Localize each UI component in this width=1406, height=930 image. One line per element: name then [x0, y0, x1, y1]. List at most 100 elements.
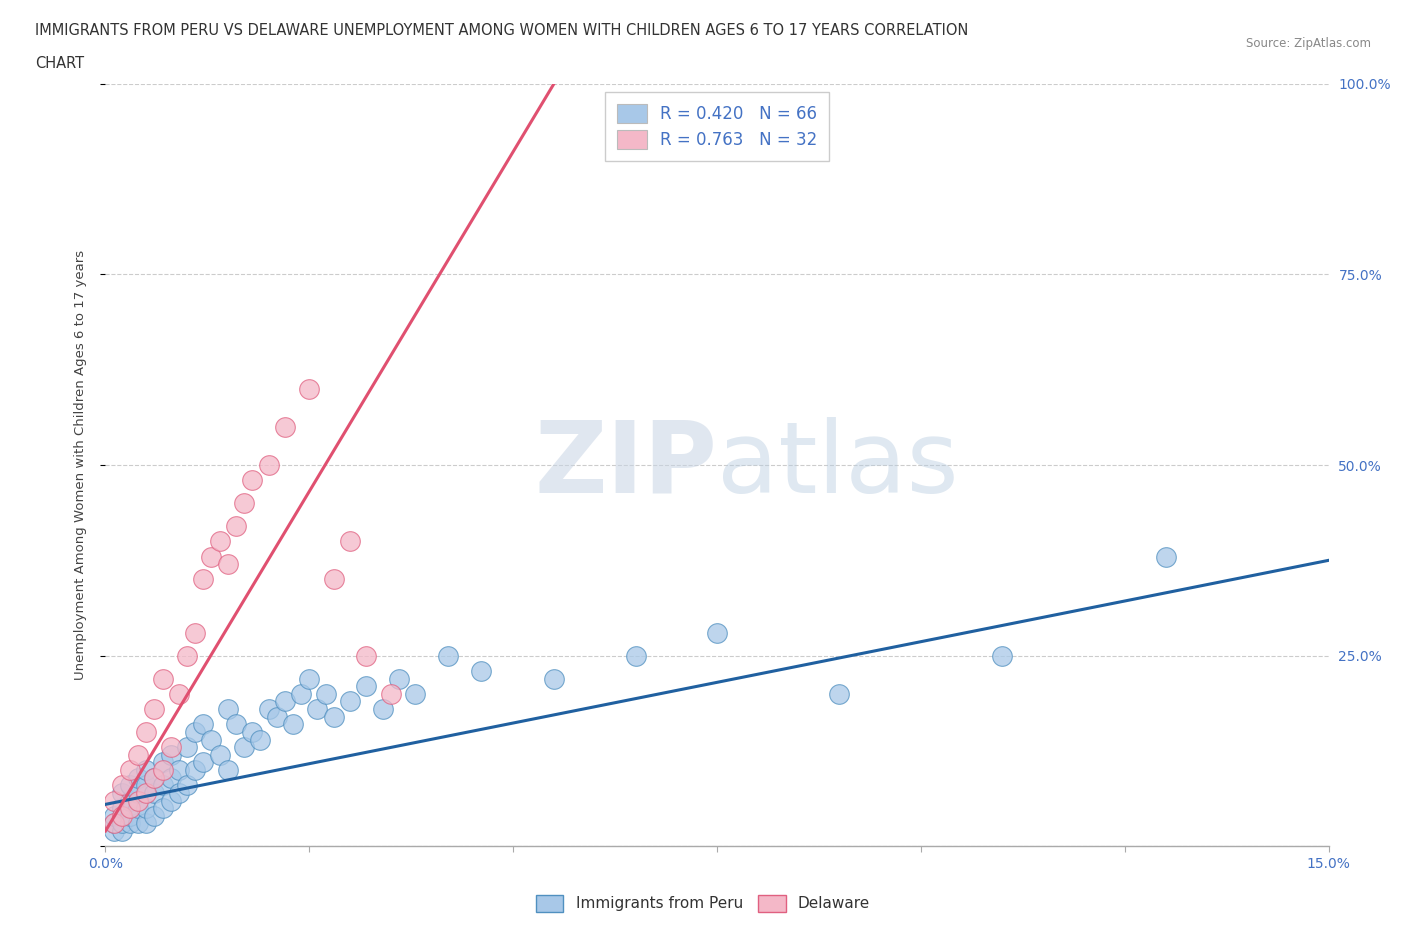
Point: [233, 739, 256, 754]
Point: [103, 816, 125, 830]
Point: [274, 694, 297, 709]
Y-axis label: Unemployment Among Women with Children Ages 6 to 17 years: Unemployment Among Women with Children A…: [75, 250, 87, 680]
Text: ZIP: ZIP: [534, 417, 717, 513]
Point: [135, 816, 157, 830]
Point: [127, 770, 149, 785]
Point: [176, 648, 198, 663]
Point: [380, 686, 402, 701]
Point: [103, 824, 125, 839]
Point: [828, 686, 851, 701]
Point: [193, 572, 215, 587]
Point: [135, 786, 157, 801]
Point: [159, 793, 181, 808]
Point: [240, 724, 263, 739]
Point: [111, 777, 134, 792]
Point: [111, 786, 134, 801]
Point: [103, 808, 125, 823]
Point: [437, 648, 460, 663]
Point: [257, 458, 280, 472]
Point: [225, 519, 247, 534]
Point: [127, 786, 149, 801]
Point: [240, 472, 263, 487]
Point: [200, 732, 222, 747]
Point: [103, 816, 125, 830]
Point: [307, 701, 329, 716]
Point: [706, 625, 728, 640]
Point: [322, 572, 344, 587]
Point: [184, 763, 207, 777]
Point: [543, 671, 565, 686]
Point: [118, 801, 141, 816]
Point: [159, 748, 181, 763]
Point: [298, 381, 321, 396]
Point: [127, 748, 149, 763]
Point: [298, 671, 321, 686]
Point: [127, 816, 149, 830]
Point: [290, 686, 312, 701]
Point: [991, 648, 1014, 663]
Point: [152, 777, 174, 792]
Point: [388, 671, 411, 686]
Point: [143, 770, 166, 785]
Point: [176, 739, 198, 754]
Point: [266, 710, 288, 724]
Point: [249, 732, 271, 747]
Point: [127, 801, 149, 816]
Point: [152, 763, 174, 777]
Point: [118, 763, 141, 777]
Point: [339, 694, 361, 709]
Point: [404, 686, 426, 701]
Point: [135, 801, 157, 816]
Point: [167, 786, 190, 801]
Point: [225, 717, 247, 732]
Point: [167, 686, 190, 701]
Point: [233, 496, 256, 511]
Point: [111, 824, 134, 839]
Point: [111, 816, 134, 830]
Point: [118, 816, 141, 830]
Point: [159, 739, 181, 754]
Point: [339, 534, 361, 549]
Point: [103, 793, 125, 808]
Point: [111, 808, 134, 823]
Point: [322, 710, 344, 724]
Point: [470, 663, 492, 678]
Point: [111, 801, 134, 816]
Point: [217, 557, 239, 572]
Point: [118, 793, 141, 808]
Text: IMMIGRANTS FROM PERU VS DELAWARE UNEMPLOYMENT AMONG WOMEN WITH CHILDREN AGES 6 T: IMMIGRANTS FROM PERU VS DELAWARE UNEMPLO…: [35, 23, 969, 38]
Text: CHART: CHART: [35, 56, 84, 71]
Legend: R = 0.420   N = 66, R = 0.763   N = 32: R = 0.420 N = 66, R = 0.763 N = 32: [605, 92, 830, 161]
Point: [208, 534, 231, 549]
Point: [152, 671, 174, 686]
Point: [159, 770, 181, 785]
Point: [281, 717, 304, 732]
Point: [1154, 549, 1177, 564]
Point: [193, 755, 215, 770]
Point: [193, 717, 215, 732]
Point: [217, 763, 239, 777]
Point: [624, 648, 647, 663]
Point: [143, 786, 166, 801]
Point: [176, 777, 198, 792]
Legend: Immigrants from Peru, Delaware: Immigrants from Peru, Delaware: [530, 889, 876, 918]
Point: [184, 724, 207, 739]
Point: [135, 763, 157, 777]
Point: [127, 793, 149, 808]
Point: [143, 701, 166, 716]
Point: [217, 701, 239, 716]
Point: [274, 419, 297, 434]
Point: [118, 777, 141, 792]
Point: [208, 748, 231, 763]
Point: [118, 808, 141, 823]
Point: [315, 686, 337, 701]
Point: [371, 701, 394, 716]
Point: [167, 763, 190, 777]
Text: atlas: atlas: [717, 417, 959, 513]
Point: [135, 777, 157, 792]
Text: Source: ZipAtlas.com: Source: ZipAtlas.com: [1246, 37, 1371, 50]
Point: [143, 808, 166, 823]
Point: [152, 755, 174, 770]
Point: [184, 625, 207, 640]
Point: [356, 648, 378, 663]
